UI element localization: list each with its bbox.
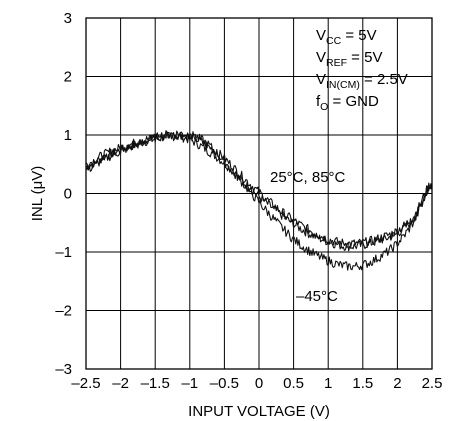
y-axis-label: INL (μV) — [29, 166, 46, 222]
series-layer — [85, 130, 433, 271]
x-tick-label: –1.5 — [141, 375, 170, 392]
condition-vref: VREF = 5V — [316, 49, 382, 69]
x-axis-label: INPUT VOLTAGE (V) — [188, 403, 330, 420]
y-tick-label: 2 — [64, 69, 72, 86]
y-tick-label: 3 — [64, 10, 72, 27]
annotation-upper-temps: 25°C, 85°C — [270, 169, 346, 186]
x-tick-label: –2.5 — [71, 375, 100, 392]
x-tick-label: –0.5 — [210, 375, 239, 392]
x-tick-label: –2 — [112, 375, 129, 392]
plot-frame — [85, 17, 433, 370]
y-tick-label: –1 — [55, 244, 72, 261]
y-tick-label: –3 — [55, 361, 72, 378]
x-tick-label: 0.5 — [283, 375, 304, 392]
conditions-legend: VCC = 5V VREF = 5V VIN(CM) = 2.5V fO = G… — [316, 27, 408, 113]
annotation-lower-temp: –45°C — [296, 288, 338, 305]
tick-labels: –2.5 –2 –1.5 –1 –0.5 0 0.5 1 1.5 2 2.5 –3 –2 –1 0 1 2 3 — [55, 10, 442, 392]
x-tick-label: 2 — [393, 375, 401, 392]
y-tick-label: –2 — [55, 303, 72, 320]
x-tick-label: 2.5 — [422, 375, 443, 392]
inl-trace-3 — [85, 130, 433, 271]
y-tick-label: 1 — [64, 127, 72, 144]
x-tick-label: 0 — [255, 375, 263, 392]
condition-vcc: VCC = 5V — [316, 27, 377, 47]
condition-fo: fO = GND — [316, 93, 379, 113]
x-tick-label: –1 — [181, 375, 198, 392]
x-tick-label: 1.5 — [352, 375, 373, 392]
condition-vincm: VIN(CM) = 2.5V — [316, 71, 408, 91]
y-tick-label: 0 — [64, 186, 72, 203]
x-tick-label: 1 — [324, 375, 332, 392]
